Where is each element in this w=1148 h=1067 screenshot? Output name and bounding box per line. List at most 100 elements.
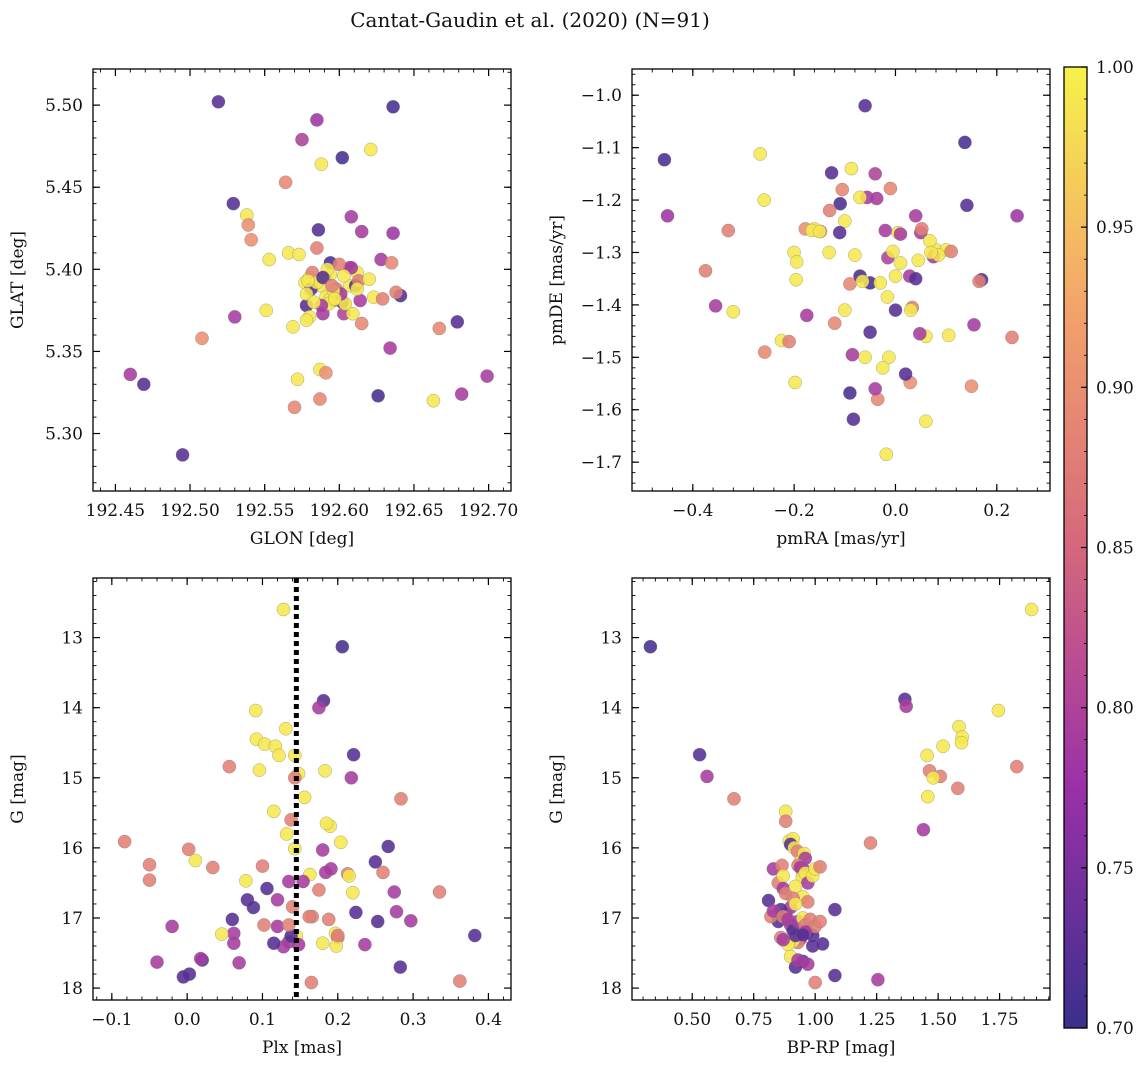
scatter-point — [214, 927, 229, 941]
scatter-point — [912, 326, 927, 341]
scatter-point — [799, 308, 814, 323]
scatter-point — [954, 735, 969, 750]
x-tick-label: 0.0 — [174, 1010, 201, 1030]
scatter-point — [384, 255, 399, 270]
scatter-point — [936, 739, 950, 754]
scatter-point — [776, 932, 791, 947]
scatter-point — [313, 392, 327, 406]
scatter-point — [316, 270, 330, 285]
scatter-point — [778, 814, 793, 829]
x-tick-label: 0.75 — [735, 1010, 773, 1030]
scatter-point — [375, 292, 390, 306]
scatter-point — [853, 190, 867, 205]
scatter-point — [370, 914, 385, 929]
scatter-point — [950, 781, 965, 796]
scatter-point — [319, 816, 334, 831]
panel-plx-g: −0.1 0.0 0.1 0.2 0.3 0.4 13 14 15 16 17 18 Plx [mas]… — [8, 577, 512, 1058]
scatter-point — [454, 387, 469, 401]
x-tick-label: 0.4 — [475, 1010, 502, 1030]
scatter-point — [868, 381, 883, 396]
scatter-point — [878, 223, 893, 238]
axes-frame — [92, 577, 512, 1001]
scatter-point — [708, 299, 723, 313]
y-tick-label: −1.1 — [581, 139, 622, 159]
x-tick-label: 192.60 — [310, 501, 369, 521]
scatter-point — [310, 113, 324, 127]
scatter-point — [362, 272, 377, 287]
scatter-point — [345, 885, 360, 900]
scatter-point — [837, 214, 852, 228]
scatter-point — [1009, 759, 1024, 774]
scatter-point — [480, 369, 494, 383]
scatter-point — [363, 142, 378, 157]
scatter-point — [914, 222, 929, 236]
scatter-point — [248, 703, 263, 718]
figure-title: Cantat-Gaudin et al. (2020) (N=91) — [350, 8, 710, 32]
scatter-point — [330, 928, 345, 943]
scatter-point — [916, 822, 931, 837]
scatter-point — [342, 869, 356, 883]
y-tick-label: −1.5 — [581, 348, 622, 368]
scatter-point — [266, 804, 281, 819]
scatter-point — [700, 769, 714, 784]
scatter-point — [257, 918, 271, 932]
scatter-point — [908, 208, 923, 223]
scatter-point — [812, 224, 827, 239]
scatter-point — [358, 937, 372, 952]
y-tick-label: −1.0 — [581, 86, 622, 106]
y-tick-label: 15 — [61, 769, 83, 789]
scatter-point — [211, 94, 226, 109]
scatter-point — [389, 285, 403, 300]
scatter-point — [893, 256, 908, 270]
x-axis-label: pmRA [mas/yr] — [776, 529, 905, 549]
scatter-point — [297, 790, 312, 805]
scatter-point — [312, 883, 326, 897]
scatter-point — [302, 909, 317, 924]
y-tick-label: 15 — [600, 769, 622, 789]
scatter-point — [350, 282, 365, 296]
scatter-point — [181, 842, 196, 857]
scatter-point — [387, 885, 402, 899]
scatter-point — [882, 350, 896, 365]
scatter-point — [226, 936, 241, 951]
scatter-point — [344, 770, 359, 785]
x-tick-label: −0.1 — [91, 1010, 132, 1030]
scatter-point — [321, 912, 336, 927]
scatter-point — [394, 791, 408, 806]
scatter-point — [165, 919, 179, 934]
scatter-point — [376, 865, 390, 880]
scatter-point — [381, 839, 396, 854]
scatter-point — [312, 700, 326, 715]
scatter-point — [270, 892, 285, 907]
scatter-point — [176, 970, 191, 984]
scatter-point — [791, 953, 805, 967]
y-tick-label: −1.2 — [581, 191, 622, 211]
scatter-point — [353, 293, 368, 308]
scatter-point — [657, 152, 672, 167]
axes-frame — [631, 68, 1051, 492]
y-axis-label: G [mag] — [8, 754, 28, 823]
scatter-point — [873, 276, 888, 290]
y-tick-label: 5.30 — [45, 425, 83, 445]
scatter-point — [789, 272, 804, 287]
scatter-point — [241, 218, 256, 232]
scatter-point — [960, 198, 974, 213]
scatter-point — [888, 269, 903, 283]
y-tick-label: 18 — [600, 979, 622, 999]
scatter-point — [276, 602, 291, 617]
scatter-point — [869, 191, 884, 206]
x-tick-label: −0.2 — [773, 501, 814, 521]
scatter-point — [123, 367, 138, 382]
colorbar-tick-label: 0.85 — [1096, 539, 1134, 559]
x-tick-label: 192.45 — [86, 501, 145, 521]
colorbar-tick-label: 0.80 — [1096, 699, 1134, 719]
scatter-point — [972, 274, 986, 289]
scatter-point — [813, 859, 827, 874]
scatter-point — [871, 972, 885, 987]
scatter-point — [893, 227, 908, 241]
scatter-point — [1005, 330, 1019, 345]
colorbar-tick-label: 0.90 — [1096, 378, 1134, 398]
scatter-point — [255, 859, 270, 873]
scatter-point — [315, 843, 330, 857]
